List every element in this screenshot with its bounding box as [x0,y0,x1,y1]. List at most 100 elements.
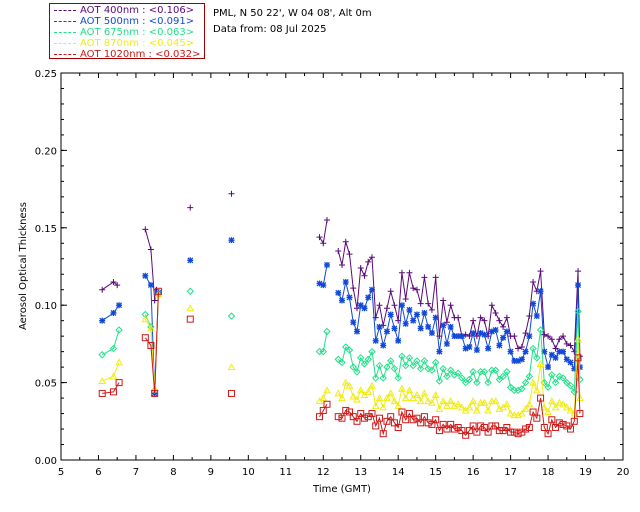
data-point [147,324,155,332]
data-point [496,317,503,324]
data-point [365,258,372,265]
data-point [491,397,500,405]
data-point [368,410,376,418]
data-point [480,398,489,406]
x-tick-label: 10 [242,467,255,478]
data-point [559,374,567,382]
legend-swatch-400nm [54,9,76,11]
data-point [413,286,420,293]
data-point [386,389,395,397]
data-point [473,333,480,340]
data-point [227,389,235,397]
x-tick-label: 17 [504,467,517,478]
data-point [353,417,361,425]
data-point [324,261,331,268]
data-point [424,364,432,373]
data-point [545,333,552,340]
data-point [548,351,555,358]
data-point [551,403,560,411]
data-point [503,328,510,335]
data-point [518,356,525,363]
data-point [559,400,567,408]
data-point [454,369,462,378]
series-1 [99,237,583,397]
data-point [420,389,429,397]
data-point [98,377,107,385]
data-point [530,278,537,285]
data-point [506,409,515,417]
y-tick-label: 0.15 [35,224,57,235]
data-point [99,317,106,324]
data-point [228,190,235,197]
data-point [522,348,529,355]
legend-swatch-1020nm [54,53,76,55]
data-point [227,312,236,320]
data-point [356,386,365,394]
data-point [439,420,447,428]
data-point [480,368,489,376]
data-point [425,300,432,307]
data-point [488,328,495,335]
series-line [101,329,120,356]
data-point [413,311,420,318]
data-point [574,335,582,343]
data-point [507,348,514,355]
data-point [368,254,375,261]
data-point [440,322,447,329]
data-point [141,315,150,323]
data-point [560,333,567,340]
data-point [473,428,481,436]
data-point [567,359,574,366]
x-axis-label: Time (GMT) [312,484,371,495]
data-point [398,352,406,360]
data-point [368,286,375,293]
data-point [335,289,342,296]
data-point [349,363,357,371]
data-point [465,427,473,435]
data-point [566,381,575,390]
data-point [518,385,526,393]
data-point [339,261,345,268]
data-point [469,422,477,430]
data-point [391,302,398,309]
data-point [383,394,391,402]
data-point [563,356,570,363]
data-point [458,333,465,340]
data-point [353,368,361,376]
data-point [401,394,410,402]
data-point [360,360,369,368]
data-point [458,403,466,411]
data-point [383,417,391,425]
data-point [228,237,235,244]
x-tick-label: 18 [542,467,555,478]
data-point [375,394,384,402]
data-point [420,357,429,365]
data-point [473,406,481,414]
data-point [466,333,473,340]
data-point [570,417,578,425]
data-point [521,378,530,387]
data-point [491,366,500,374]
data-point [495,375,504,384]
data-point [481,317,488,324]
data-point [394,423,402,431]
data-point [390,364,399,373]
data-point [566,406,575,414]
series-line [144,291,159,394]
data-point [151,297,158,304]
data-point [405,410,413,418]
data-point [416,397,425,405]
data-point [432,314,439,321]
data-point [454,400,462,408]
legend-item-870nm: AOT 870nm : <0.045> [54,38,194,50]
data-point [386,357,395,365]
data-point [421,274,428,281]
data-point [186,304,195,312]
data-point [500,323,507,330]
data-point [421,309,428,316]
data-point [417,419,425,427]
data-point [450,425,458,433]
data-point [480,423,488,431]
data-point [541,331,548,338]
